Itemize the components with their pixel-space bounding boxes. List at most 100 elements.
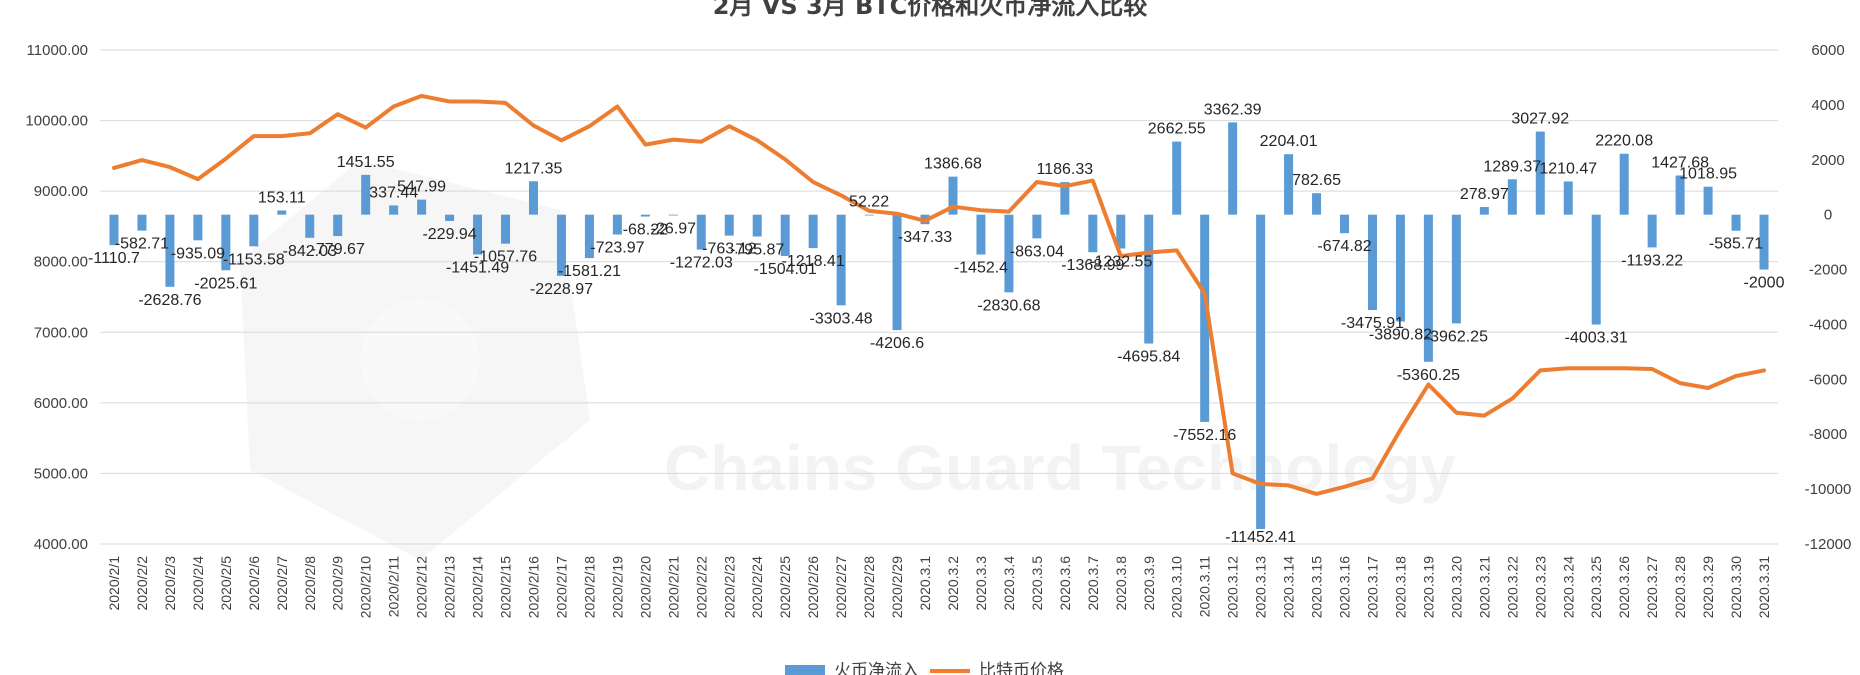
bar-data-label: -229.94	[422, 226, 476, 243]
inflow-bar	[193, 214, 203, 241]
legend-bar-label: 火币净流入	[834, 661, 919, 675]
right-tick-label: 4000	[1811, 97, 1844, 114]
inflow-bar	[109, 214, 119, 246]
legend-line-label: 比特币价格	[979, 661, 1064, 675]
category-label: 2020/2/17	[553, 556, 569, 618]
bar-data-label: -2628.76	[138, 292, 201, 309]
category-label: 2020.3.14	[1281, 556, 1297, 618]
watermark: Chains Guard Technology	[360, 300, 1456, 504]
category-labels: 2020/2/1 2020/2/2 2020/2/3 2020/2/4 2020/2/5…	[106, 556, 1772, 619]
category-label: 2020.3.9	[1141, 556, 1157, 611]
bar-data-label: -863.04	[1010, 243, 1064, 260]
inflow-bar	[1451, 214, 1461, 324]
category-label: 2020.3.7	[1085, 556, 1101, 611]
bar-data-label: -1451.49	[446, 260, 509, 277]
inflow-bar	[752, 214, 762, 237]
category-label: 2020.3.21	[1476, 556, 1492, 618]
bar-data-label: -4695.84	[1117, 349, 1180, 366]
category-label: 2020/2/14	[470, 556, 486, 618]
category-label: 2020/2/19	[609, 556, 625, 618]
left-tick-label: 11000.00	[27, 42, 88, 59]
bar-data-label: 782.65	[1292, 172, 1341, 189]
inflow-bar	[333, 214, 343, 237]
bar-data-label: -4003.31	[1565, 330, 1628, 347]
category-label: 2020.3.2	[945, 556, 961, 611]
category-label: 2020.3.16	[1337, 556, 1353, 618]
bar-data-label: -1504.01	[754, 261, 817, 278]
bar-data-label: -674.82	[1317, 238, 1371, 255]
bar-data-label: -2000	[1744, 275, 1785, 292]
category-label: 2020.3.19	[1420, 556, 1436, 618]
category-label: 2020.3.30	[1728, 556, 1744, 618]
inflow-bar	[445, 214, 455, 221]
category-label: 2020/2/8	[302, 556, 318, 611]
inflow-bar	[417, 199, 427, 215]
bar-data-label: -3303.48	[810, 310, 873, 327]
inflow-bar	[1395, 214, 1405, 322]
right-tick-label: 0	[1824, 207, 1832, 224]
category-label: 2020.3.25	[1588, 556, 1604, 618]
bar-data-label: -68.22	[623, 222, 668, 239]
inflow-bar	[1675, 175, 1685, 215]
inflow-bar	[836, 214, 846, 306]
inflow-bar	[1759, 214, 1769, 270]
category-label: 2020/2/12	[414, 556, 430, 618]
bar-data-label: 3027.92	[1511, 111, 1569, 128]
bar-data-label: -723.97	[590, 240, 644, 257]
inflow-bar	[1619, 153, 1629, 215]
inflow-bar	[640, 214, 650, 217]
category-label: 2020/2/23	[721, 556, 737, 618]
inflow-bar	[1032, 214, 1042, 239]
right-tick-label: -8000	[1809, 426, 1847, 443]
bar-data-label: -3962.25	[1425, 328, 1488, 345]
inflow-bar	[1423, 214, 1433, 362]
bar-data-label: 1186.33	[1037, 161, 1094, 178]
inflow-bar	[1563, 181, 1573, 215]
inflow-bar	[1256, 214, 1266, 529]
inflow-bar	[892, 214, 902, 331]
category-label: 2020/2/22	[693, 556, 709, 618]
inflow-bar	[528, 181, 538, 215]
inflow-bar	[1172, 141, 1182, 215]
bar-data-label: -842.03	[283, 243, 337, 260]
inflow-bar	[305, 214, 315, 238]
inflow-bar	[724, 214, 734, 236]
bar-data-label: -347.33	[898, 229, 952, 246]
bar-data-label: 2662.55	[1148, 121, 1206, 138]
bar-data-label: -3890.82	[1369, 326, 1432, 343]
category-label: 2020/2/13	[442, 556, 458, 618]
inflow-bar	[389, 205, 399, 215]
category-label: 2020.3.22	[1504, 556, 1520, 618]
category-label: 2020.3.8	[1113, 556, 1129, 611]
bar-data-label: 3362.39	[1204, 101, 1262, 118]
inflow-bar	[221, 214, 231, 271]
inflow-bar	[1144, 214, 1154, 344]
bar-data-label: -2025.61	[194, 275, 257, 292]
bar-data-label: -1368.99	[1061, 257, 1124, 274]
gridlines	[100, 49, 1778, 545]
inflow-bar	[1200, 214, 1210, 422]
inflow-bar	[556, 214, 566, 276]
left-tick-label: 8000.00	[34, 254, 88, 271]
bar-data-label: -2228.97	[530, 281, 593, 298]
right-tick-label: -6000	[1809, 371, 1847, 388]
inflow-bar	[1367, 214, 1377, 311]
left-tick-label: 5000.00	[34, 465, 88, 482]
price-line	[112, 93, 1766, 496]
bar-data-label: -1193.22	[1621, 252, 1683, 269]
inflow-bar	[1228, 122, 1238, 215]
inflow-bar	[864, 214, 874, 216]
category-label: 2020/2/2	[134, 556, 150, 611]
category-label: 2020.3.23	[1532, 556, 1548, 618]
bar-data-label: -585.71	[1709, 236, 1763, 253]
bar-data-label: -11452.41	[1225, 529, 1296, 546]
bar-data-label: 1217.35	[505, 160, 563, 177]
category-label: 2020/2/29	[889, 556, 905, 618]
bar-data-label: 1427.68	[1651, 154, 1709, 171]
bar-data-label: -1272.03	[670, 255, 733, 272]
category-label: 2020.3.18	[1392, 556, 1408, 618]
inflow-bar	[501, 214, 511, 244]
legend: 火币净流入 比特币价格	[785, 661, 1064, 675]
category-label: 2020.3.27	[1644, 556, 1660, 618]
inflow-bar	[1088, 214, 1098, 253]
